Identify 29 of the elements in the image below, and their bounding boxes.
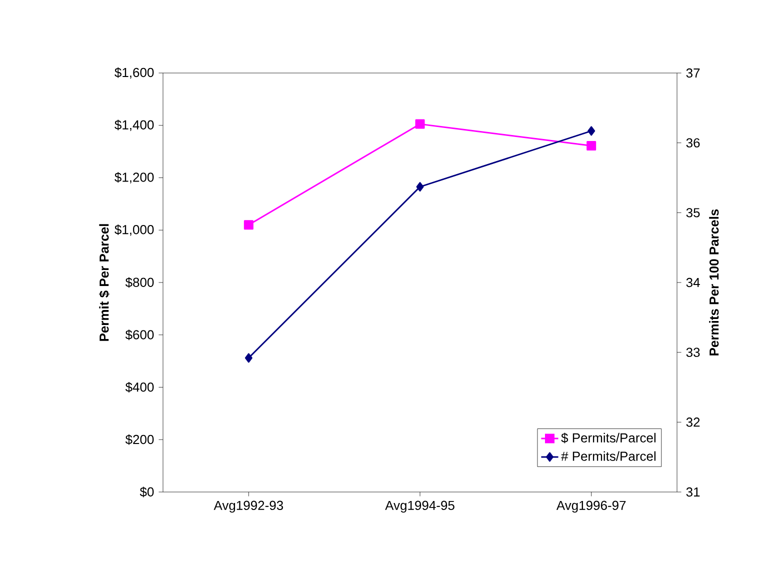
x-tick-label: Avg1996-97 [556, 500, 626, 513]
y-tick-label: $800 [125, 277, 154, 288]
legend-label: # Permits/Parcel [561, 451, 656, 461]
y2-tick-label: 36 [686, 138, 700, 148]
y2-tick-label: 31 [686, 487, 700, 497]
y2-axis-title: Permits Per 100 Parcels [709, 209, 719, 356]
y-tick-label: $400 [125, 382, 154, 393]
y2-tick-label: 34 [686, 278, 700, 288]
y-tick-label: $0 [140, 486, 154, 498]
y-tick-label: $1,600 [114, 67, 154, 79]
point [244, 353, 252, 363]
point [588, 126, 596, 136]
y-axis-title: Permit $ Per Parcel [98, 224, 110, 341]
y2-tick-label: 37 [686, 68, 700, 78]
y-tick-label: $200 [125, 434, 154, 445]
point [416, 182, 424, 192]
y-tick-label: $600 [125, 330, 154, 340]
x-tick-label: Avg1992-93 [214, 500, 284, 513]
y2-tick-label: 33 [686, 348, 700, 357]
y2-tick-label: 35 [686, 208, 700, 218]
legend-label: $ Permits/Parcel [561, 432, 656, 444]
x-tick-label: Avg1994-95 [385, 500, 454, 513]
point [415, 119, 425, 129]
point [586, 141, 596, 151]
y2-tick-label: 32 [686, 418, 700, 427]
y-tick-label: $1,000 [114, 224, 154, 236]
point [244, 220, 254, 230]
y-tick-label: $1,200 [114, 172, 154, 184]
y-tick-label: $1,400 [114, 120, 154, 132]
